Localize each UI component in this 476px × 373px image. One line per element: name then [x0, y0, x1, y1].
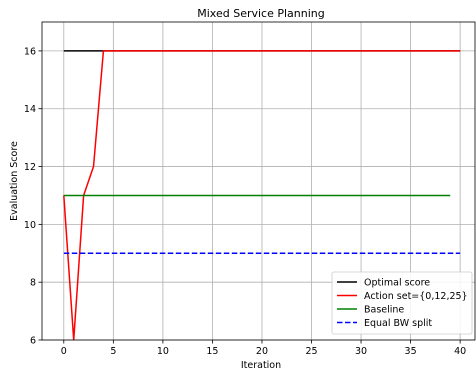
legend-label: Equal BW split	[364, 318, 432, 329]
y-axis-ticks: 6 8 10 12 14 16	[24, 46, 42, 347]
y-tick-label: 6	[30, 336, 36, 347]
plot-frame	[41, 21, 476, 341]
legend-label: Baseline	[364, 305, 404, 316]
x-tick-label: 35	[405, 346, 417, 357]
x-tick-label: 20	[256, 346, 268, 357]
x-tick-label: 25	[305, 346, 317, 357]
legend-label: Optimal score	[364, 278, 430, 289]
legend: Optimal score Action set={0,12,25} Baselin…	[331, 271, 473, 335]
y-tick-label: 14	[24, 104, 36, 115]
y-tick-label: 12	[24, 162, 36, 173]
grid	[42, 22, 475, 341]
y-tick-label: 16	[24, 46, 36, 57]
x-tick-label: 40	[454, 346, 466, 357]
x-tick-label: 30	[355, 346, 367, 357]
legend-box	[331, 271, 473, 335]
series-lines	[63, 50, 461, 340]
y-tick-label: 8	[30, 278, 36, 289]
legend-label: Action set={0,12,25}	[364, 291, 468, 302]
x-tick-label: 5	[110, 346, 116, 357]
x-tick-label: 15	[206, 346, 218, 357]
x-axis-label: Iteration	[241, 360, 281, 371]
x-tick-label: 10	[157, 346, 169, 357]
chart-title: Mixed Service Planning	[197, 7, 325, 20]
y-tick-label: 10	[24, 220, 36, 231]
x-tick-label: 0	[61, 346, 67, 357]
x-axis-ticks: 0 5 10 15 20 25 30 35 40	[61, 340, 466, 357]
y-axis-label: Evaluation Score	[9, 141, 20, 221]
